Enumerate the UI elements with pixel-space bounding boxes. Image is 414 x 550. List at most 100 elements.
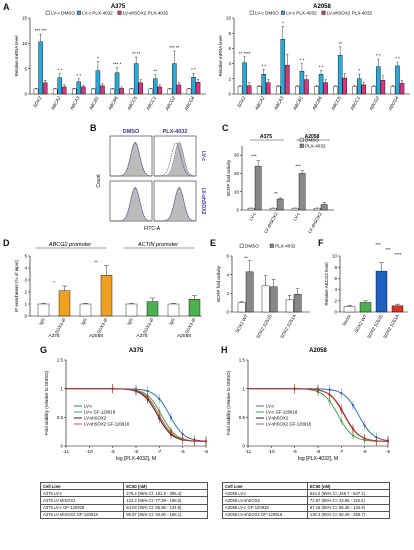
bar [256, 86, 262, 95]
column-label: PLX-4032 [163, 129, 188, 135]
x-tick-label: -10 [268, 449, 275, 454]
legend-swatch [269, 243, 274, 248]
bar [33, 88, 39, 95]
chart-title: A375 [111, 4, 126, 10]
x-tick-label: -8 [134, 449, 138, 454]
y-tick-label: 6 [228, 46, 231, 51]
x-tick-label: -7 [339, 449, 343, 454]
bar [186, 88, 192, 95]
bar [72, 88, 77, 95]
promoter-title: ABCG2 promoter [48, 242, 92, 248]
bar [100, 85, 105, 95]
x-tick-label: SOX2 S251E [255, 314, 273, 340]
bar [247, 207, 255, 211]
bar [399, 83, 405, 95]
significance-label: * * [300, 58, 305, 63]
panel-label-f: F [318, 238, 324, 248]
y-tick-label: 5 [24, 254, 27, 259]
x-tick-label: ABCB1 [88, 95, 100, 112]
significance-label: ** ** [132, 51, 141, 56]
panel-label-c: C [222, 123, 229, 133]
table-header-cell: Cell Line [39, 481, 125, 491]
x-tick-label: ABCB6 [311, 95, 323, 112]
panel-a-a2058-chart: 0 2 4 6 8 10 Relative mRNA level A2058 LV-c DMSO… [218, 4, 410, 112]
x-tick-label: IgG [126, 316, 134, 325]
bar [191, 77, 196, 95]
legend-swatch [45, 10, 50, 15]
x-tick-label: -7 [157, 449, 161, 454]
legend-label: LV-shSOX2 PLX-4032 [123, 10, 169, 15]
x-tick-label: LV-c [248, 211, 257, 222]
bar [38, 41, 43, 95]
panel-h-dose-response-a2058: 0 0.5 1 1.5 -11 -10 -9 -8 -7 -6 -5 A2058 log [PLX-40… [226, 348, 390, 462]
bar [276, 198, 284, 211]
legend-label: LV-shSOX2 GF-120918 [84, 422, 130, 427]
cell-line-label: A375 [48, 333, 60, 339]
table-row: A375 LV-c 275.4 (95% CI: 191.8 - 395.4) [39, 489, 208, 498]
significance-label: * * [376, 53, 381, 58]
significance-label: * [53, 280, 55, 285]
x-tick-label: LV-shSOX2 [263, 211, 279, 234]
row-label: LV-shSOX2 [200, 188, 206, 215]
chart-title: A375 [129, 348, 144, 354]
panel-e-bcrp-mutant-chart: 0 2 4 6 BCRP foid activity DMSO PLX-4032 ** SOX2… [216, 243, 310, 340]
bar [153, 78, 158, 95]
y-tick-label: 20 [234, 171, 240, 176]
significance-label: * * [191, 67, 196, 72]
promoter-title: ACTIN promoter [137, 242, 179, 248]
panel-label-h: H [221, 345, 228, 355]
bar [298, 173, 306, 211]
legend-label: LV-c DMSO [255, 10, 279, 15]
panel-b-flow-histograms: DMSO PLX-4032 LV-c LV-shSOX2 Count FITC-A [96, 129, 206, 232]
table-header-row: Cell Line EC50 (nM) [222, 481, 391, 491]
legend-label: PLX-4032 [275, 243, 296, 248]
x-tick-label: IgG [80, 316, 88, 325]
bar [391, 305, 404, 313]
significance-label: * * [261, 64, 266, 69]
significance-label: ** [154, 69, 158, 74]
bar [42, 82, 48, 95]
significance-label: **** [394, 252, 401, 257]
bar [62, 86, 67, 95]
panel-label-a: A [3, 2, 10, 12]
legend-label: LV-c DMSO [51, 10, 75, 15]
x-tick-label: ABCG4 [387, 95, 400, 112]
y-tick-label: 1.5 [57, 358, 64, 363]
histogram-overlay [153, 142, 197, 177]
significance-label: * * [319, 64, 324, 69]
column-label: DMSO [123, 129, 140, 135]
bar [119, 88, 124, 95]
bar [52, 88, 58, 95]
bar [125, 303, 138, 317]
x-tick-label: SOX2-IP [184, 317, 197, 335]
x-tick-label: SOX2 S251E [366, 314, 384, 340]
table-cell: A2058 LV-c [222, 489, 308, 498]
legend-swatch [299, 137, 304, 142]
bar [299, 70, 305, 95]
legend-swatch [239, 243, 244, 248]
table-cell: A375 LV-shSOX2 GF-120918 [39, 510, 125, 519]
x-tick-label: SOX2-IP [54, 317, 67, 335]
bar [58, 290, 71, 317]
y-tick-label: 3 [24, 278, 27, 283]
bar [323, 82, 328, 95]
significance-label: *** [295, 164, 301, 169]
x-tick-label: -11 [63, 449, 70, 454]
legend-swatch [117, 10, 122, 15]
bar [320, 204, 328, 211]
bar [280, 39, 286, 95]
row-label: LV-c [200, 151, 206, 161]
x-tick-label: SOX2 WT [234, 313, 249, 333]
bar [110, 88, 115, 95]
bar [333, 86, 338, 95]
bar [276, 86, 281, 95]
x-axis-label: log [PLX-4032], M [116, 456, 156, 462]
panel-label-b: B [90, 123, 97, 133]
x-tick-label: ABCB1 [292, 95, 304, 112]
x-tick-label: ABCA2 [253, 95, 265, 112]
legend-label: LV-shSOX2 [84, 416, 107, 421]
x-tick-label: -5 [386, 449, 390, 454]
bar [157, 86, 163, 95]
table-cell: 84.03 (95% CI: 65.96 - 134.9) [123, 503, 208, 512]
